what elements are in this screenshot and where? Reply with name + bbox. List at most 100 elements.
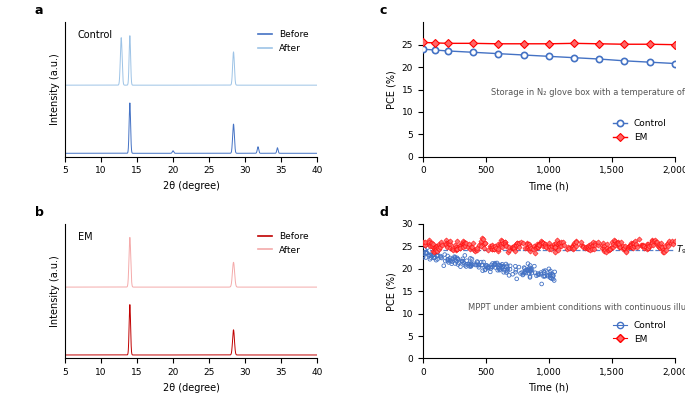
- Point: [627, 244, 638, 250]
- Point: [490, 264, 501, 271]
- Point: [486, 244, 497, 251]
- Point: [422, 244, 433, 251]
- Point: [589, 240, 600, 246]
- Point: [658, 249, 669, 255]
- Point: [451, 257, 462, 264]
- Point: [525, 243, 536, 249]
- Point: [513, 239, 524, 246]
- Point: [549, 244, 560, 250]
- Point: [549, 249, 560, 256]
- Point: [559, 242, 570, 248]
- Point: [539, 273, 550, 279]
- Point: [492, 260, 503, 266]
- Point: [540, 241, 551, 247]
- Point: [658, 248, 669, 255]
- Y-axis label: PCE (%): PCE (%): [386, 272, 396, 311]
- Point: [505, 266, 516, 273]
- Point: [449, 256, 460, 262]
- Point: [427, 241, 438, 247]
- Point: [558, 239, 569, 245]
- Point: [615, 239, 626, 245]
- Point: [642, 245, 653, 252]
- Point: [449, 241, 460, 248]
- Point: [602, 245, 613, 252]
- Point: [472, 259, 483, 266]
- Point: [485, 269, 496, 275]
- Point: [487, 242, 498, 249]
- Point: [512, 242, 523, 248]
- Point: [536, 269, 547, 276]
- Point: [534, 271, 545, 278]
- Point: [455, 263, 466, 270]
- Point: [534, 241, 545, 247]
- Point: [540, 243, 551, 249]
- Point: [545, 274, 556, 281]
- Point: [465, 255, 476, 262]
- Point: [495, 241, 506, 247]
- Control: [419, 47, 427, 51]
- Control: [444, 49, 452, 53]
- Point: [531, 245, 542, 252]
- Point: [626, 243, 637, 250]
- Point: [614, 244, 625, 250]
- Point: [438, 262, 449, 269]
- Point: [527, 245, 538, 252]
- Point: [425, 251, 436, 257]
- Point: [656, 243, 667, 249]
- Point: [666, 240, 677, 247]
- Point: [473, 262, 484, 268]
- Point: [549, 242, 560, 249]
- Point: [654, 245, 665, 252]
- Point: [580, 244, 591, 251]
- Point: [525, 245, 536, 251]
- Point: [473, 262, 484, 269]
- Point: [502, 265, 513, 272]
- Point: [545, 269, 556, 276]
- Point: [656, 245, 667, 251]
- Point: [545, 272, 556, 278]
- Point: [458, 244, 469, 251]
- Point: [487, 243, 498, 249]
- Point: [445, 238, 456, 245]
- Point: [440, 236, 451, 243]
- Point: [426, 240, 437, 247]
- Point: [489, 261, 500, 268]
- Point: [597, 241, 608, 248]
- Point: [631, 243, 642, 250]
- Point: [547, 271, 558, 277]
- Point: [523, 241, 534, 248]
- Point: [571, 238, 582, 245]
- Point: [655, 242, 666, 248]
- Point: [490, 262, 501, 268]
- Point: [523, 241, 534, 247]
- Point: [494, 265, 505, 272]
- Legend: Before, After: Before, After: [255, 27, 312, 57]
- Point: [583, 242, 594, 249]
- Point: [481, 263, 492, 270]
- Point: [490, 244, 501, 250]
- Point: [471, 247, 482, 253]
- Point: [530, 244, 541, 251]
- Point: [553, 239, 564, 246]
- Point: [527, 270, 538, 276]
- Point: [447, 256, 458, 262]
- Point: [426, 243, 437, 249]
- Point: [516, 269, 527, 276]
- Point: [431, 247, 442, 254]
- Point: [495, 241, 506, 247]
- Point: [603, 247, 614, 253]
- Point: [429, 252, 440, 258]
- Legend: Control, EM: Control, EM: [610, 318, 670, 347]
- Point: [453, 261, 464, 268]
- Point: [621, 248, 632, 254]
- Point: [428, 245, 439, 251]
- Point: [463, 244, 474, 251]
- Point: [451, 246, 462, 253]
- Point: [630, 238, 640, 244]
- Point: [510, 243, 521, 249]
- Point: [532, 272, 543, 278]
- Point: [420, 249, 431, 256]
- Text: Control: Control: [77, 30, 113, 40]
- Point: [495, 237, 506, 243]
- Point: [425, 252, 436, 258]
